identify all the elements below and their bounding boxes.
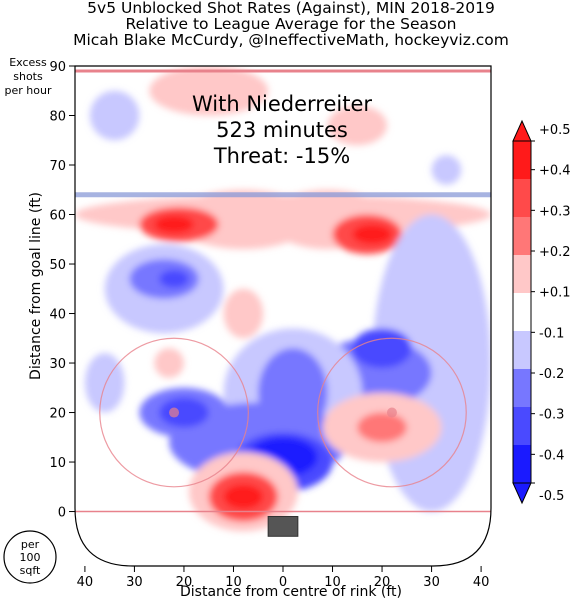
annotation-line2: 523 minutes <box>216 118 348 142</box>
x-tick-label: 30 <box>423 575 440 590</box>
heat-region <box>154 215 194 234</box>
heat-region <box>223 484 264 510</box>
x-axis: 40 30 20 10 0 10 20 30 40 <box>77 566 490 590</box>
y-axis: 0 10 20 30 40 50 60 70 80 90 <box>49 60 76 521</box>
colorbar-band <box>513 255 531 294</box>
per-area-line2: 100 <box>20 551 41 564</box>
colorbar-tick-label: +0.5 <box>539 123 571 138</box>
chart-title-line2: Relative to League Average for the Seaso… <box>125 15 457 33</box>
heat-region <box>154 348 184 378</box>
y-tick-label: 40 <box>49 308 66 323</box>
colorbar-extend-top <box>512 119 532 142</box>
goal-net <box>267 515 299 537</box>
annotation-line3: Threat: -15% <box>213 144 350 168</box>
heat-region <box>159 397 209 428</box>
annotation-line1: With Niederreiter <box>192 92 372 116</box>
faceoff-dot <box>169 407 180 418</box>
chart-title-line1: 5v5 Unblocked Shot Rates (Against), MIN … <box>87 0 495 17</box>
excess-label-line3: per hour <box>5 84 52 97</box>
per-area-line1: per <box>21 538 40 551</box>
x-tick-label: 30 <box>126 575 143 590</box>
heat-region <box>431 155 462 185</box>
colorbar-tick-label: -0.3 <box>539 408 564 423</box>
y-tick-label: 20 <box>49 407 66 422</box>
x-tick-label: 20 <box>374 575 391 590</box>
colorbar: +0.5 +0.4 +0.3 +0.2 +0.1 -0.1 -0.2 -0.3 -0.4 -0.5 <box>512 119 571 505</box>
heat-region <box>159 269 189 288</box>
colorbar-tick-label: -0.5 <box>539 489 564 504</box>
x-tick-label: 40 <box>77 575 94 590</box>
y-tick-label: 90 <box>49 60 66 75</box>
colorbar-band <box>513 293 531 332</box>
colorbar-band <box>513 331 531 370</box>
colorbar-tick-label: +0.4 <box>539 164 571 179</box>
colorbar-frame <box>512 140 532 484</box>
y-tick-label: 60 <box>49 209 66 224</box>
colorbar-tick-label: +0.2 <box>539 245 571 260</box>
heat-region <box>357 412 407 443</box>
colorbar-tick-label: +0.1 <box>539 286 571 301</box>
rink-markings <box>75 69 491 537</box>
y-tick-label: 50 <box>49 258 66 273</box>
heatmap-field <box>75 66 491 532</box>
faceoff-circle <box>99 337 249 488</box>
colorbar-band <box>513 407 531 446</box>
heat-region <box>352 224 392 245</box>
y-tick-label: 30 <box>49 357 66 372</box>
chart-title-line3: Micah Blake McCurdy, @IneffectiveMath, h… <box>73 31 509 49</box>
faceoff-dot <box>386 407 397 418</box>
x-tick-label: 20 <box>176 575 193 590</box>
x-tick-label: 10 <box>225 575 242 590</box>
x-tick-label: 10 <box>324 575 341 590</box>
heat-region <box>223 288 264 339</box>
colorbar-tick-label: -0.1 <box>539 326 564 341</box>
y-tick-label: 0 <box>58 506 66 521</box>
heat-region <box>352 328 412 368</box>
heat-region <box>327 105 387 146</box>
colorbar-band <box>513 179 531 218</box>
colorbar-tick-label: -0.4 <box>539 448 564 463</box>
colorbar-band <box>513 217 531 256</box>
excess-label-line1: Excess <box>9 56 47 69</box>
per-area-line3: sqft <box>20 564 41 577</box>
x-tick-label: 40 <box>473 575 490 590</box>
excess-label-line2: shots <box>13 70 43 83</box>
colorbar-tick-label: -0.2 <box>539 367 564 382</box>
y-tick-label: 80 <box>49 110 66 125</box>
heat-region <box>149 66 269 116</box>
y-tick-label: 70 <box>49 159 66 174</box>
y-tick-label: 10 <box>49 456 66 471</box>
x-tick-label: 0 <box>279 575 287 590</box>
heat-region <box>84 353 125 413</box>
colorbar-band <box>513 369 531 408</box>
colorbar-band <box>513 445 531 484</box>
y-axis-label: Distance from goal line (ft) <box>28 192 44 380</box>
colorbar-tick-label: +0.3 <box>539 204 571 219</box>
per-area-circle <box>3 530 57 584</box>
x-axis-label: Distance from centre of rink (ft) <box>180 584 402 600</box>
colorbar-extend-bottom <box>512 482 532 505</box>
colorbar-band <box>513 141 531 180</box>
heat-region <box>89 90 140 141</box>
rink-outline <box>74 65 492 567</box>
faceoff-circle <box>317 337 467 488</box>
